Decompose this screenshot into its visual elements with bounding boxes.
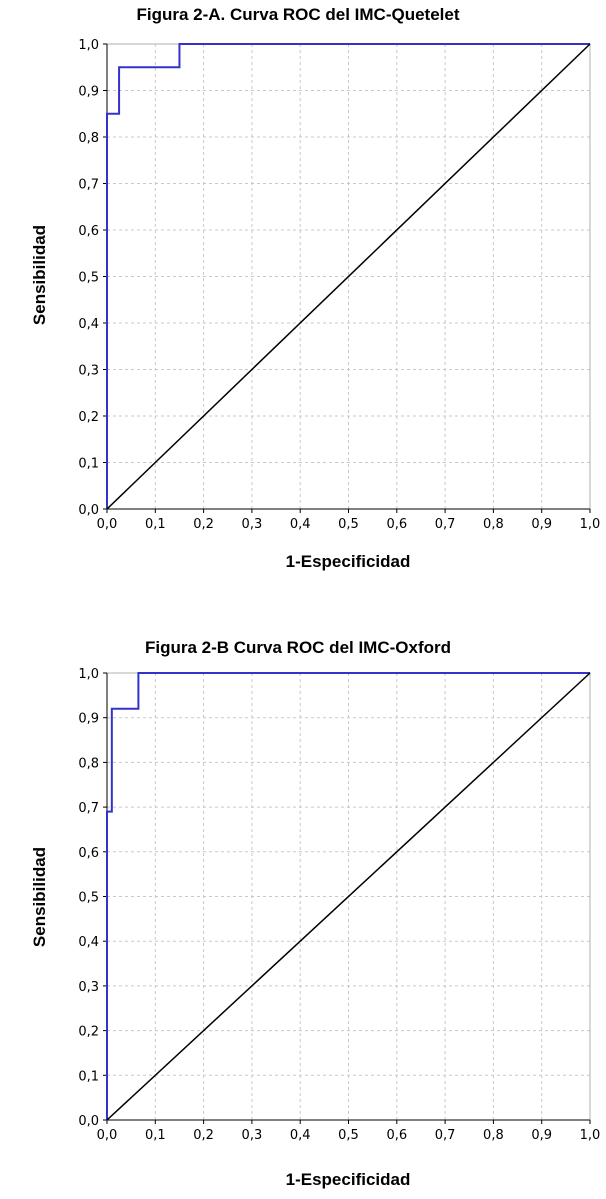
x-axis-label: 1-Especificidad bbox=[285, 552, 411, 571]
y-tick-label: 0,7 bbox=[78, 178, 99, 193]
plot-area: 0,0 0,1 0,2 0,3 0,4 0,5 0,6 0,7 0,8 0,9 1,0 0,0 0,1 0… bbox=[78, 38, 601, 532]
x-tick-label: 1,0 bbox=[580, 517, 601, 532]
roc-curve-line bbox=[106, 43, 590, 509]
y-tick-label: 0,6 bbox=[78, 224, 99, 239]
roc-chart-quetelet: Figura 2-A. Curva ROC del IMC-Quetelet 0… bbox=[0, 0, 606, 590]
x-tick-label: 0,6 bbox=[386, 1128, 407, 1143]
y-tick-label: 0,5 bbox=[78, 891, 99, 906]
x-tick-label: 0,1 bbox=[145, 517, 166, 532]
reference-diagonal-line bbox=[106, 43, 591, 510]
x-tick-label: 0,2 bbox=[193, 517, 214, 532]
y-tick-label: 0,8 bbox=[78, 756, 99, 771]
x-tick-label: 0,0 bbox=[97, 517, 118, 532]
x-tick-label: 0,7 bbox=[435, 517, 456, 532]
y-tick-label: 1,0 bbox=[78, 38, 99, 53]
y-tick-label: 0,4 bbox=[78, 317, 99, 332]
y-tick-label: 1,0 bbox=[78, 667, 99, 682]
y-tick-label: 0,1 bbox=[78, 457, 99, 472]
y-tick-label: 0,7 bbox=[78, 801, 99, 816]
x-tick-label: 0,5 bbox=[338, 517, 359, 532]
y-tick-label: 0,5 bbox=[78, 271, 99, 286]
x-tick-label: 0,8 bbox=[483, 1128, 504, 1143]
x-tick-label: 0,3 bbox=[242, 517, 263, 532]
chart-title: Figura 2-A. Curva ROC del IMC-Quetelet bbox=[136, 5, 460, 24]
x-tick-label: 0,0 bbox=[97, 1128, 118, 1143]
y-tick-label: 0,2 bbox=[78, 410, 99, 425]
x-axis-label: 1-Especificidad bbox=[285, 1170, 411, 1189]
x-tick-label: 0,7 bbox=[435, 1128, 456, 1143]
y-tick-label: 0,1 bbox=[78, 1069, 99, 1084]
x-tick-label: 0,8 bbox=[483, 517, 504, 532]
y-axis-label: Sensibilidad bbox=[30, 224, 49, 326]
y-tick-label: 0,0 bbox=[78, 503, 99, 518]
y-tick-label: 0,2 bbox=[78, 1025, 99, 1040]
x-tick-label: 0,5 bbox=[338, 1128, 359, 1143]
y-tick-label: 0,0 bbox=[78, 1114, 99, 1129]
roc-chart-oxford: Figura 2-B Curva ROC del IMC-Oxford 0,0 0… bbox=[0, 630, 606, 1199]
y-axis-label: Sensibilidad bbox=[30, 846, 49, 948]
x-tick-label: 0,1 bbox=[145, 1128, 166, 1143]
y-tick-label: 0,8 bbox=[78, 131, 99, 146]
chart-title: Figura 2-B Curva ROC del IMC-Oxford bbox=[144, 638, 452, 657]
reference-diagonal-line bbox=[106, 672, 591, 1121]
x-tick-label: 0,9 bbox=[531, 517, 552, 532]
x-tick-label: 0,6 bbox=[386, 517, 407, 532]
plot-area: 0,0 0,1 0,2 0,3 0,4 0,5 0,6 0,7 0,8 0,9 1,0 0,0 0,1 0… bbox=[78, 667, 601, 1143]
x-tick-label: 1,0 bbox=[580, 1128, 601, 1143]
x-tick-label: 0,2 bbox=[193, 1128, 214, 1143]
x-tick-label: 0,9 bbox=[531, 1128, 552, 1143]
x-tick-label: 0,3 bbox=[242, 1128, 263, 1143]
y-tick-label: 0,9 bbox=[78, 85, 99, 100]
y-tick-label: 0,3 bbox=[78, 980, 99, 995]
y-tick-label: 0,4 bbox=[78, 935, 99, 950]
roc-curve-line bbox=[106, 672, 590, 1120]
y-tick-label: 0,9 bbox=[78, 712, 99, 727]
y-tick-label: 0,3 bbox=[78, 364, 99, 379]
x-tick-label: 0,4 bbox=[290, 517, 311, 532]
y-tick-label: 0,6 bbox=[78, 846, 99, 861]
x-tick-label: 0,4 bbox=[290, 1128, 311, 1143]
